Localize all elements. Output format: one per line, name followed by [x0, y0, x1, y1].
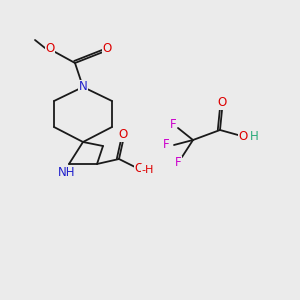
Text: NH: NH	[58, 167, 76, 179]
Text: -H: -H	[142, 165, 154, 175]
Text: O: O	[118, 128, 127, 142]
Text: O: O	[134, 161, 144, 175]
Text: F: F	[170, 118, 176, 130]
Text: N: N	[79, 80, 87, 94]
Text: O: O	[45, 43, 55, 56]
Text: H: H	[250, 130, 258, 143]
Text: F: F	[175, 157, 181, 169]
Text: F: F	[163, 139, 169, 152]
Text: O: O	[238, 130, 247, 142]
Text: O: O	[218, 97, 226, 110]
Text: O: O	[102, 43, 112, 56]
